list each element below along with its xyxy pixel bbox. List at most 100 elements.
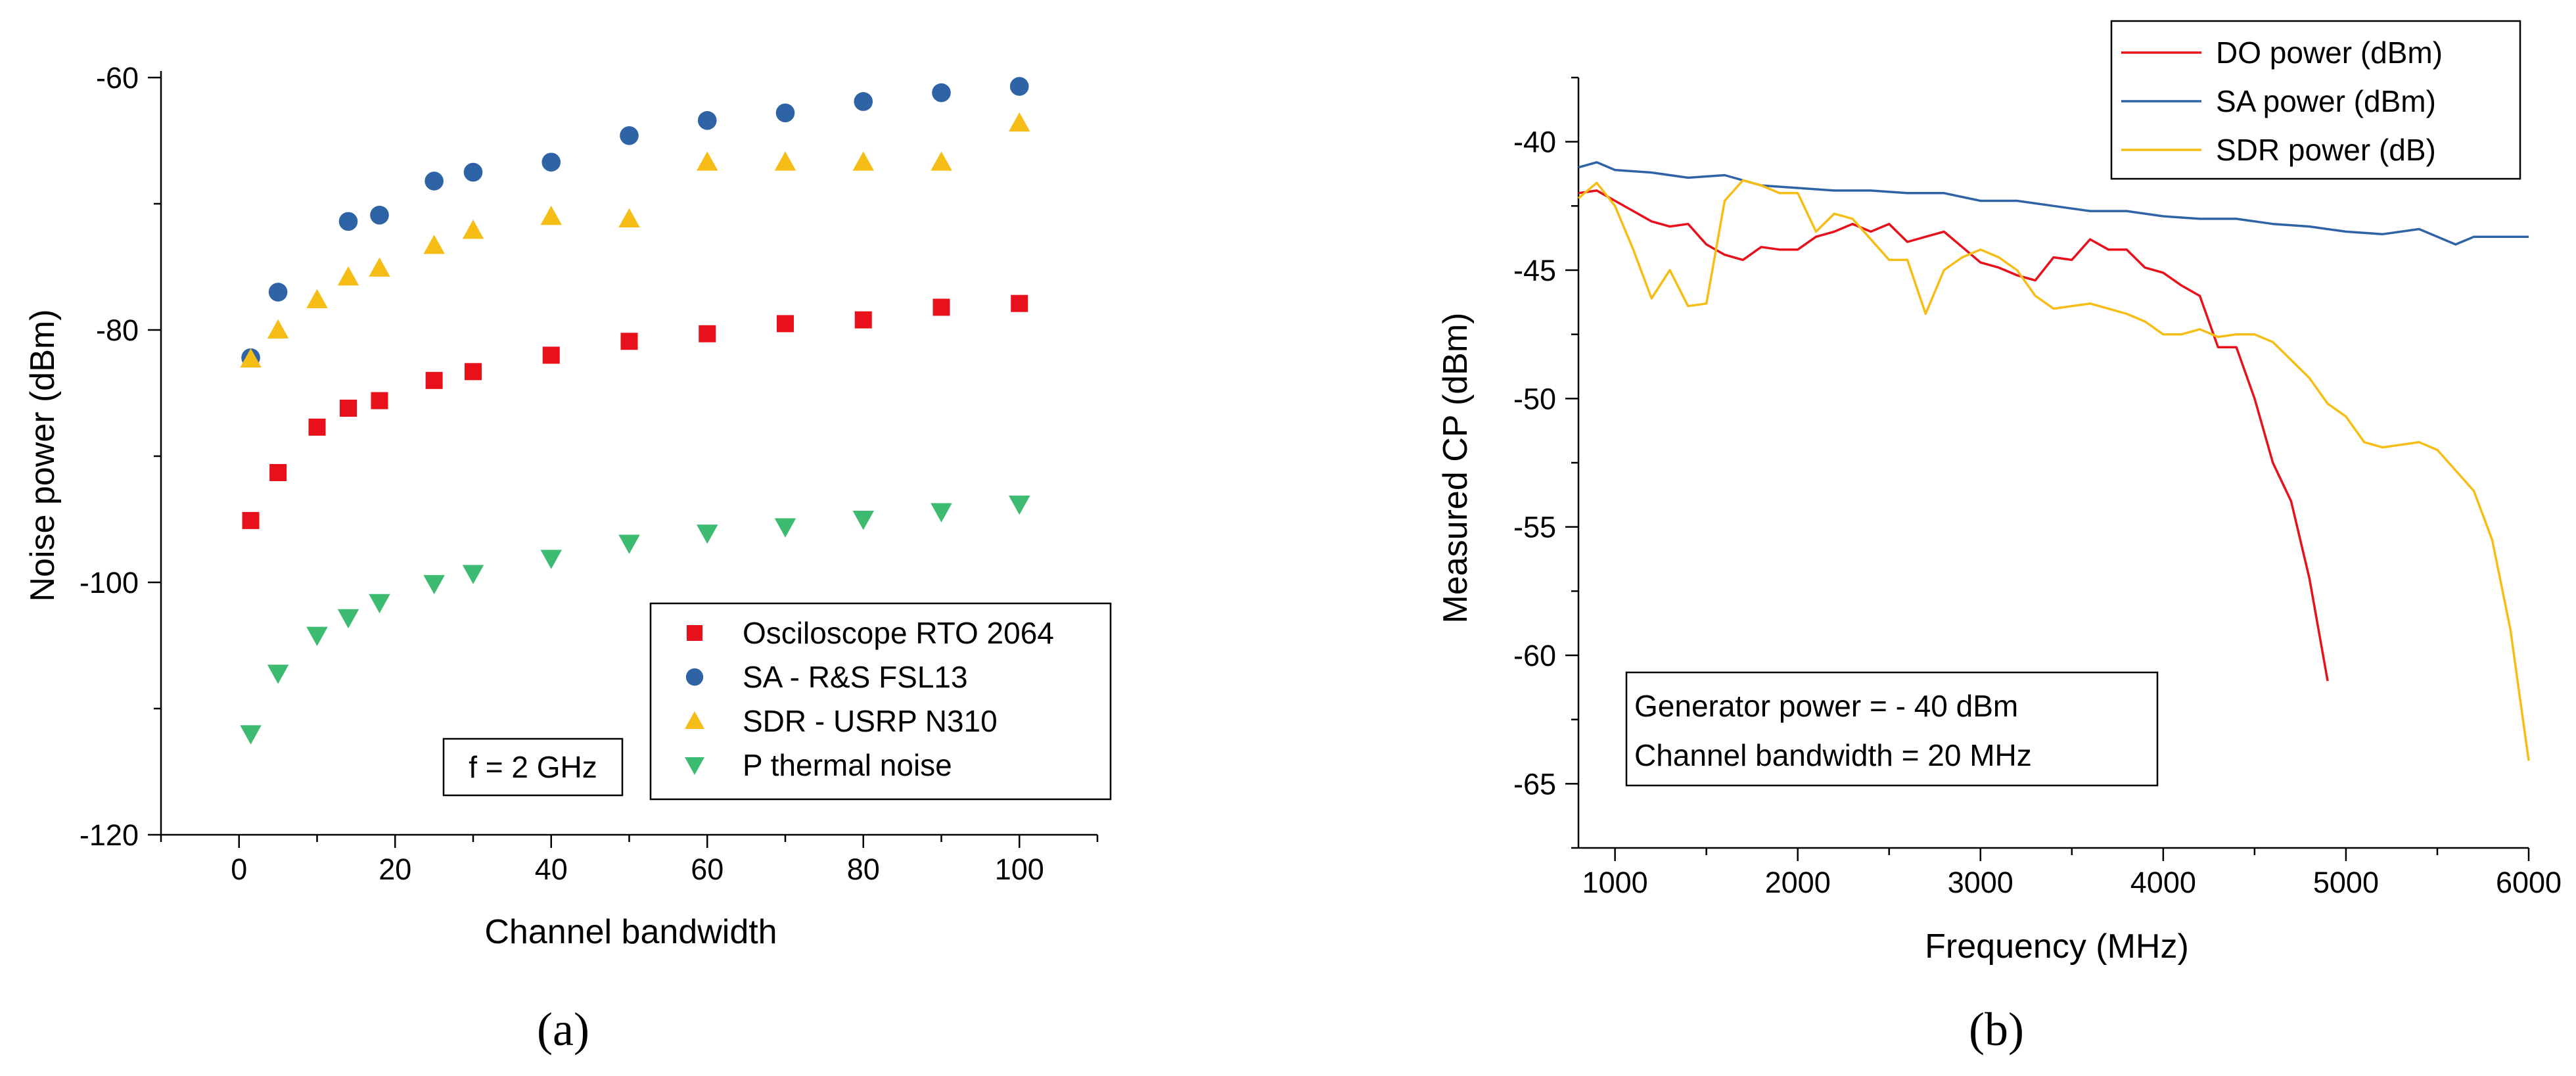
chart-a-point-circle xyxy=(268,283,288,302)
chart-a-point-triangle-up xyxy=(306,289,328,308)
chart-b-y-tick-label: -50 xyxy=(1513,382,1556,415)
chart-b-x-tick-label: 4000 xyxy=(2130,866,2196,899)
chart-a-point-triangle-up xyxy=(697,151,718,171)
chart-a-legend-label: SDR - USRP N310 xyxy=(743,704,998,738)
chart-a-legend-marker xyxy=(685,757,704,775)
annotation-channel-bandwidth: Channel bandwidth = 20 MHz xyxy=(1634,738,2032,772)
chart-a-point-circle xyxy=(338,212,358,231)
chart-b-series-line-2 xyxy=(1578,161,2529,246)
chart-a-point-square xyxy=(699,325,716,342)
chart-a-point-triangle-down xyxy=(774,518,796,538)
chart-a-point-triangle-down xyxy=(540,550,562,569)
chart-a-point-square xyxy=(425,371,443,389)
chart-a-point-square xyxy=(932,298,950,316)
chart-a-point-triangle-down xyxy=(337,609,359,629)
chart-b-x-tick-label: 5000 xyxy=(2313,866,2379,899)
chart-a-point-circle xyxy=(854,92,873,111)
chart-a-point-triangle-up xyxy=(369,257,390,277)
chart-b-y-tick-label: -45 xyxy=(1513,254,1556,287)
annotation-frequency: f = 2 GHz xyxy=(469,750,597,784)
caption-a: (a) xyxy=(537,1003,589,1056)
chart-a-point-triangle-down xyxy=(462,565,484,584)
chart-a-point-triangle-up xyxy=(852,151,874,171)
chart-a-x-tick-label: 80 xyxy=(847,853,880,886)
chart-a-point-square xyxy=(465,363,482,381)
chart-a-point-triangle-up xyxy=(240,348,262,368)
chart-b: 1000 2000 3000 4000 5000 6000 -65 -60 -55 -50 -45 -… xyxy=(1437,20,2562,1056)
chart-a-x-tick-label: 60 xyxy=(691,853,724,886)
chart-b-legend-label: DO power (dBm) xyxy=(2216,35,2443,70)
chart-a-xlabel: Channel bandwidth xyxy=(484,913,777,951)
chart-a-point-square xyxy=(542,346,560,364)
chart-b-series-line-1 xyxy=(1578,189,2329,682)
chart-a-point-triangle-down xyxy=(240,725,262,745)
chart-a-point-square xyxy=(308,418,326,436)
chart-a-legend-label: P thermal noise xyxy=(743,748,952,782)
chart-a-point-triangle-down xyxy=(369,594,390,613)
chart-a-point-triangle-up xyxy=(423,235,445,254)
chart-b-x-tick-label: 3000 xyxy=(1948,866,2013,899)
chart-a-point-square xyxy=(340,400,357,417)
chart-a-point-triangle-up xyxy=(337,266,359,286)
annotation-generator-power: Generator power = - 40 dBm xyxy=(1634,689,2018,723)
chart-a-point-circle xyxy=(370,205,389,225)
chart-a-x-tick-label: 40 xyxy=(535,853,568,886)
chart-a-x-tick-label: 100 xyxy=(995,853,1044,886)
chart-b-series-line-3 xyxy=(1577,179,2530,761)
chart-a-point-triangle-up xyxy=(931,151,952,171)
chart-a-y-tick-label: -100 xyxy=(80,566,139,599)
chart-a-point-circle xyxy=(425,172,444,191)
chart-a-ylabel: Noise power (dBm) xyxy=(24,309,62,601)
chart-a-point-circle xyxy=(620,126,639,145)
chart-a-y-tick-label: -60 xyxy=(96,61,139,95)
chart-a-point-triangle-down xyxy=(306,626,328,646)
chart-a-point-triangle-up xyxy=(462,220,484,239)
caption-b: (b) xyxy=(1969,1003,2024,1056)
chart-a-point-triangle-up xyxy=(267,319,289,339)
chart-a-point-square xyxy=(371,392,388,409)
chart-a-legend: Osciloscope RTO 2064 SA - R&S FSL13 SDR - … xyxy=(649,602,1112,801)
chart-b-xlabel: Frequency (MHz) xyxy=(1925,927,2189,966)
chart-a-point-circle xyxy=(775,103,795,123)
chart-b-y-tick-label: -65 xyxy=(1513,767,1556,801)
chart-a-point-triangle-down xyxy=(697,525,718,544)
chart-b-annotation: Generator power = - 40 dBm Channel bandw… xyxy=(1625,671,2159,787)
chart-a-point-square xyxy=(854,311,872,329)
chart-a-point-circle xyxy=(932,83,951,103)
chart-a-legend-marker xyxy=(687,625,702,641)
chart-a-point-square xyxy=(1011,294,1028,312)
chart-a-point-square xyxy=(269,463,287,481)
chart-b-y-tick-label: -55 xyxy=(1513,511,1556,544)
chart-b-y-tick-label: -40 xyxy=(1513,126,1556,159)
chart-b-ylabel: Measured CP (dBm) xyxy=(1437,313,1475,624)
chart-a-point-triangle-up xyxy=(1009,112,1030,132)
chart-a-point-circle xyxy=(697,110,717,130)
chart-a-legend-label: SA - R&S FSL13 xyxy=(743,660,968,694)
chart-b-x-tick-label: 6000 xyxy=(2496,866,2562,899)
chart-a-annotation: f = 2 GHz xyxy=(442,737,624,797)
chart-a-point-triangle-down xyxy=(618,534,640,554)
chart-a-point-triangle-down xyxy=(852,511,874,530)
chart-a-legend-label: Osciloscope RTO 2064 xyxy=(743,616,1054,650)
chart-a-legend-marker xyxy=(685,711,704,729)
chart-a-point-triangle-up xyxy=(618,208,640,228)
chart-a-point-triangle-down xyxy=(931,503,952,523)
chart-a-point-triangle-up xyxy=(774,151,796,171)
chart-b-legend-label: SDR power (dB) xyxy=(2216,133,2436,167)
chart-b-lines xyxy=(1577,161,2530,761)
chart-a-point-triangle-down xyxy=(1009,495,1030,515)
chart-b-axes: 1000 2000 3000 4000 5000 6000 -65 -60 -55 -50 -45 -… xyxy=(1513,76,2562,899)
chart-a-point-square xyxy=(242,511,260,529)
chart-a-point-circle xyxy=(541,152,561,172)
chart-a-point-triangle-up xyxy=(540,205,562,225)
chart-b-x-tick-label: 2000 xyxy=(1765,866,1831,899)
chart-a-y-tick-label: -120 xyxy=(80,818,139,852)
chart-b-y-tick-label: -60 xyxy=(1513,639,1556,672)
chart-a-point-circle xyxy=(463,162,483,182)
chart-b-x-tick-label: 1000 xyxy=(1582,866,1648,899)
chart-a-legend-marker xyxy=(685,668,704,686)
chart-a: 0 20 40 60 80 100 -120 -100 -80 -60 Channel bandw… xyxy=(24,61,1112,1056)
chart-b-legend: DO power (dBm) SA power (dBm) SDR power (d… xyxy=(2110,20,2521,180)
chart-a-points xyxy=(240,77,1030,745)
